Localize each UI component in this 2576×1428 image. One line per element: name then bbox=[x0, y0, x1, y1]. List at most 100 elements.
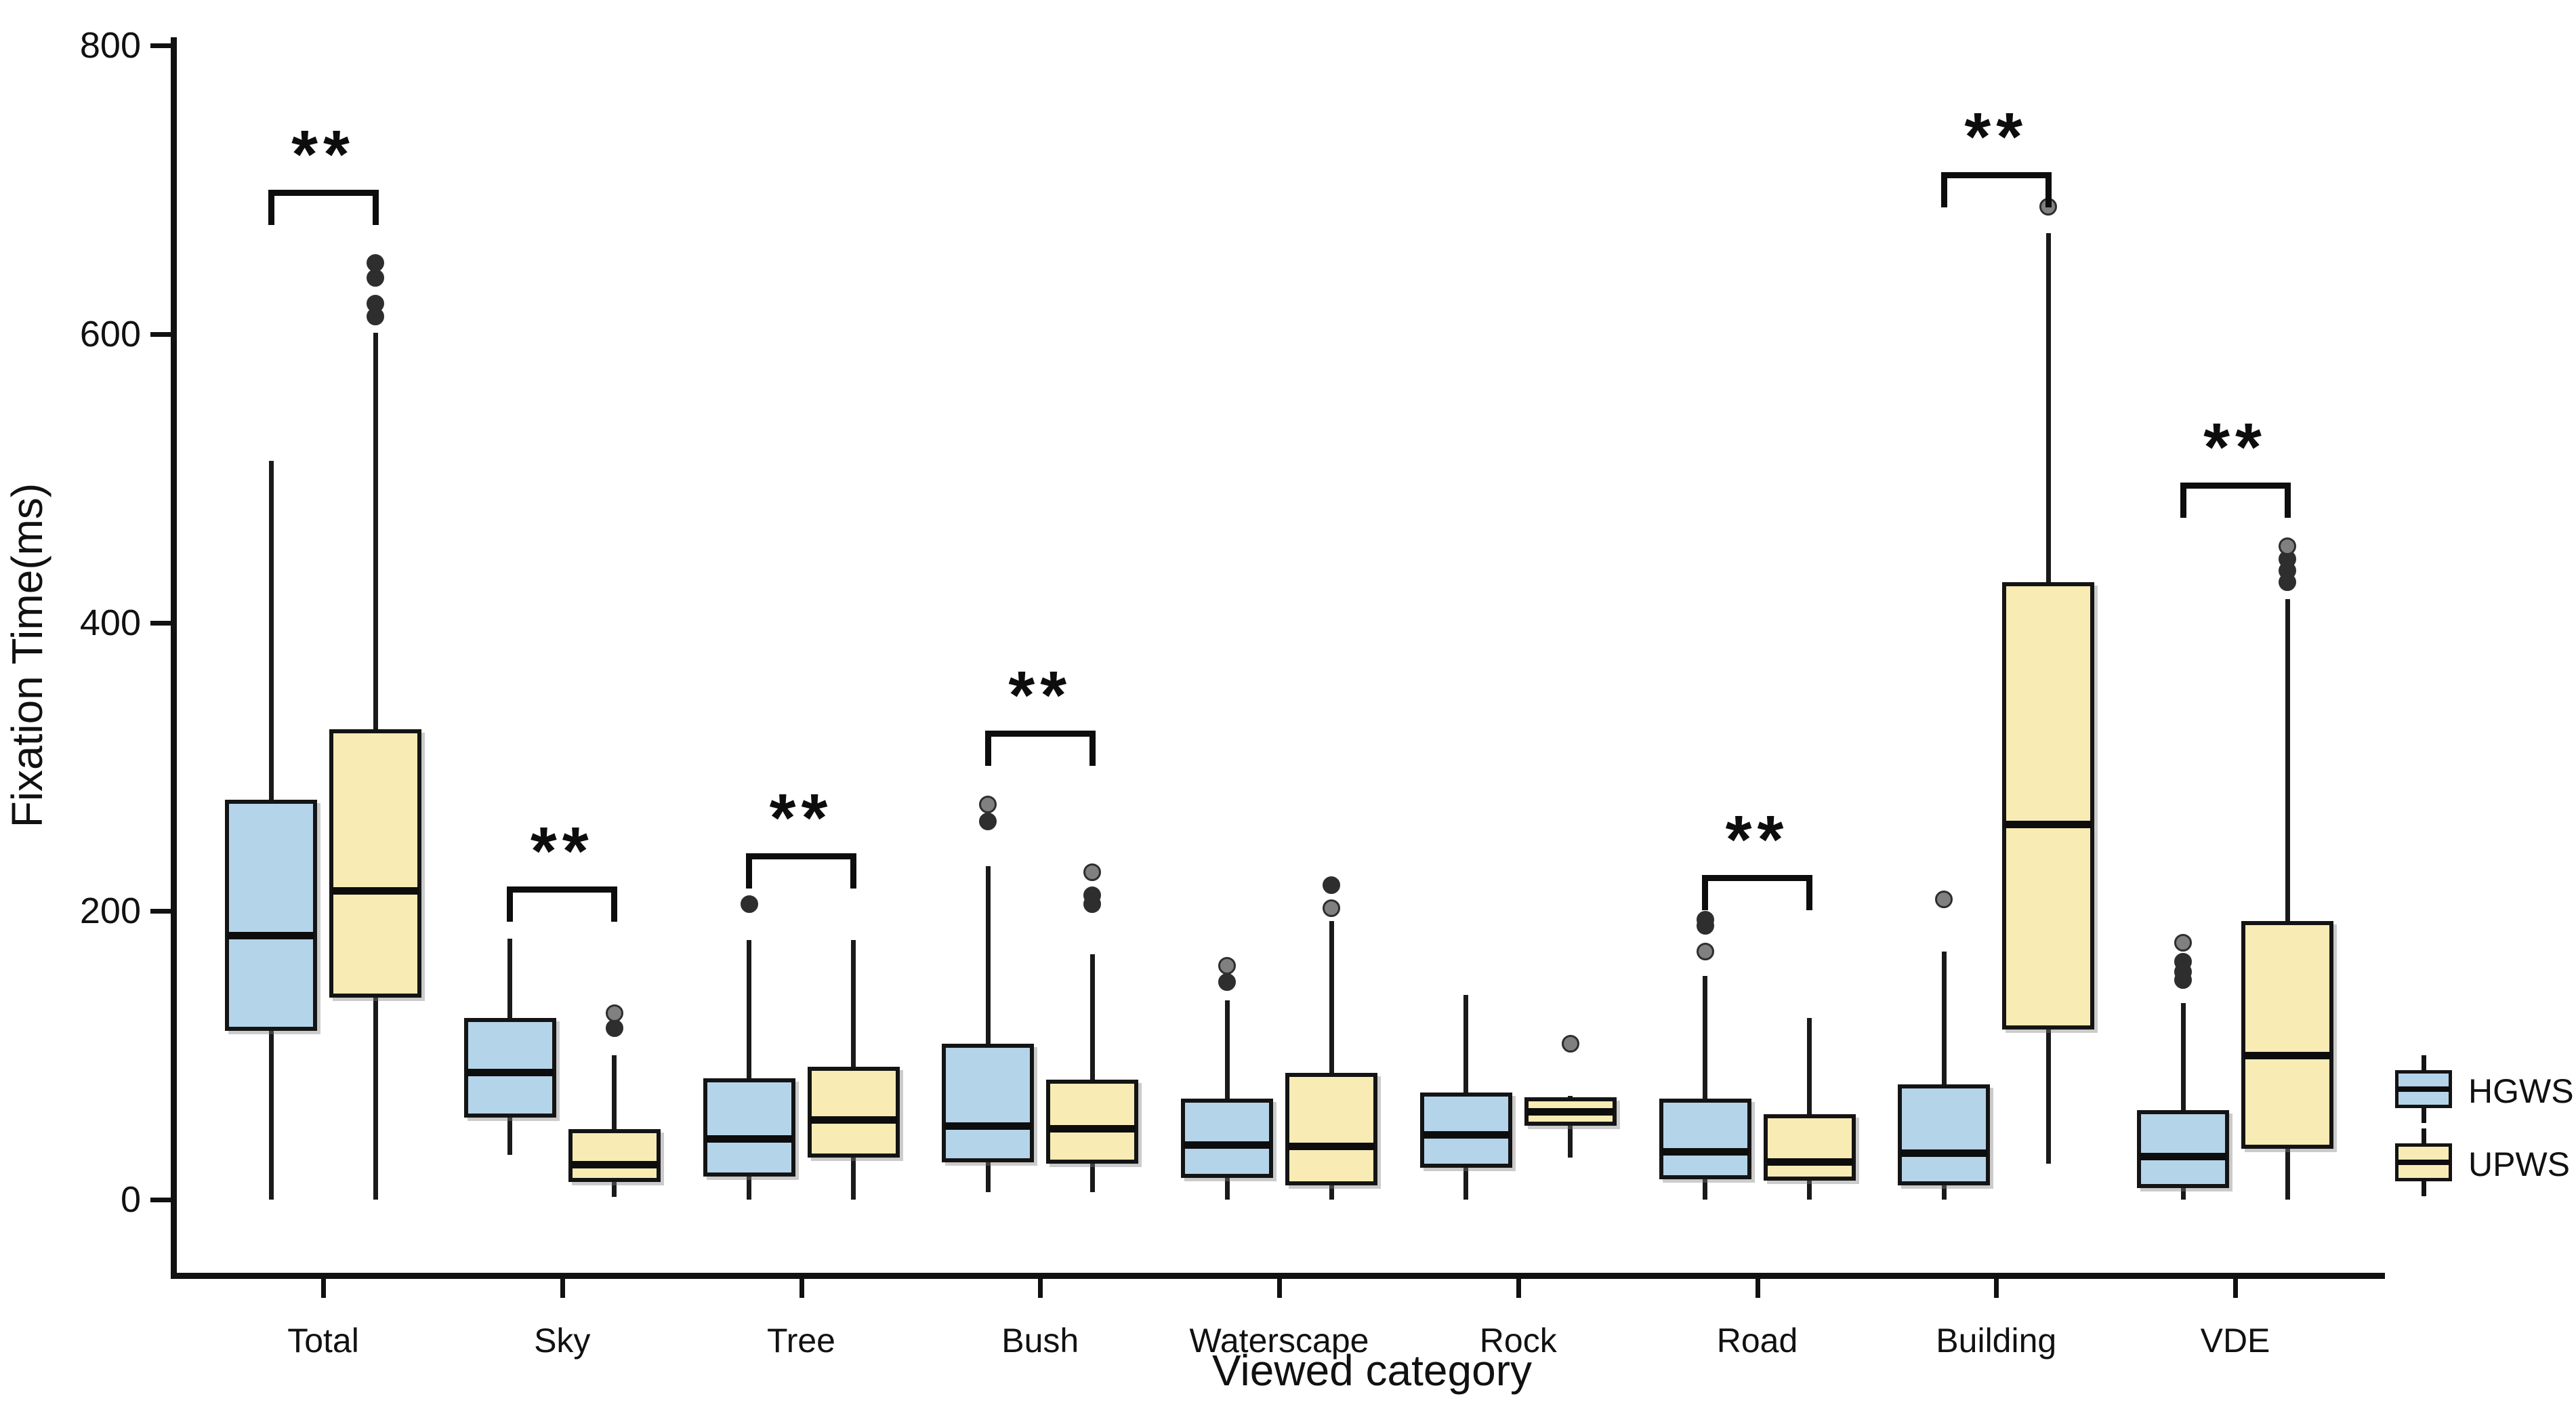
y-tick-label-0: 0 bbox=[120, 1179, 141, 1220]
median-hgws-total bbox=[228, 931, 314, 939]
legend-label-hgws: HGWS bbox=[2468, 1072, 2574, 1110]
legend-label-upws: UPWS bbox=[2468, 1145, 2570, 1183]
y-tick-label-800: 800 bbox=[79, 25, 141, 66]
y-axis-line bbox=[171, 37, 177, 1279]
median-upws-rock bbox=[1526, 1107, 1614, 1116]
sig-bracket-foot-right-sky bbox=[611, 886, 618, 922]
sig-bracket-foot-right-vde bbox=[2284, 483, 2291, 518]
x-tick-rock bbox=[1516, 1279, 1521, 1298]
box-hgws-tree bbox=[703, 1078, 795, 1177]
sig-stars-sky: ** bbox=[530, 813, 594, 890]
whisker-upws-rock bbox=[1568, 1095, 1573, 1158]
outlier-upws-vde-3 bbox=[2279, 537, 2296, 555]
outlier-upws-waterscape-0 bbox=[1323, 899, 1340, 917]
box-upws-total bbox=[329, 729, 421, 998]
x-axis-label: Viewed category bbox=[1212, 1346, 1532, 1395]
outlier-upws-bush-1 bbox=[1083, 886, 1102, 904]
outlier-upws-sky-1 bbox=[605, 1004, 623, 1023]
median-upws-sky bbox=[570, 1161, 658, 1169]
sig-bracket-foot-right-total bbox=[372, 189, 379, 225]
box-upws-vde bbox=[2241, 921, 2333, 1149]
y-tick-0 bbox=[150, 1198, 171, 1202]
box-hgws-road bbox=[1659, 1098, 1751, 1180]
median-upws-building bbox=[2005, 821, 2092, 829]
whisker-upws-road bbox=[1807, 1017, 1812, 1200]
box-hgws-vde bbox=[2137, 1110, 2229, 1188]
sig-stars-tree: ** bbox=[769, 780, 833, 857]
box-upws-sky bbox=[568, 1128, 661, 1183]
y-tick-200 bbox=[150, 909, 171, 914]
x-tick-sky bbox=[560, 1279, 565, 1298]
legend: HGWS UPWS bbox=[2382, 1054, 2576, 1200]
y-axis-label: Fixation Time(ms) bbox=[3, 483, 51, 828]
box-hgws-bush bbox=[942, 1044, 1035, 1162]
y-tick-800 bbox=[150, 43, 171, 48]
outlier-upws-total-1 bbox=[367, 295, 384, 313]
legend-median-icon bbox=[2397, 1086, 2450, 1092]
outlier-hgws-waterscape-1 bbox=[1218, 957, 1236, 975]
sig-bracket-bar-total bbox=[268, 189, 379, 196]
y-tick-label-400: 400 bbox=[79, 602, 141, 643]
box-hgws-waterscape bbox=[1181, 1098, 1273, 1179]
median-upws-vde bbox=[2244, 1051, 2331, 1059]
whisker-hgws-tree bbox=[747, 939, 751, 1200]
median-hgws-sky bbox=[466, 1069, 554, 1077]
legend-glyph-hgws-boxplot-icon bbox=[2390, 1054, 2457, 1124]
sig-bracket-foot-right-road bbox=[1806, 875, 1812, 911]
box-upws-waterscape bbox=[1285, 1072, 1377, 1185]
y-tick-400 bbox=[150, 620, 171, 626]
x-tick-label-tree: Tree bbox=[767, 1322, 835, 1360]
sig-bracket-foot-right-bush bbox=[1089, 731, 1096, 767]
x-tick-label-road: Road bbox=[1716, 1322, 1798, 1360]
median-hgws-rock bbox=[1422, 1130, 1510, 1139]
box-upws-bush bbox=[1046, 1080, 1139, 1164]
median-upws-total bbox=[332, 886, 419, 895]
median-upws-tree bbox=[810, 1116, 897, 1124]
x-tick-label-rock: Rock bbox=[1479, 1322, 1557, 1360]
sig-stars-building: ** bbox=[1964, 99, 2029, 176]
sig-bracket-foot-left-road bbox=[1702, 875, 1708, 911]
x-tick-vde bbox=[2233, 1279, 2238, 1298]
y-tick-label-600: 600 bbox=[79, 313, 141, 354]
median-upws-waterscape bbox=[1288, 1142, 1375, 1150]
sig-stars-total: ** bbox=[291, 116, 355, 192]
outlier-upws-total-3 bbox=[367, 254, 384, 272]
outlier-hgws-waterscape-0 bbox=[1218, 973, 1236, 991]
median-hgws-building bbox=[1900, 1149, 1988, 1158]
sig-bracket-bar-tree bbox=[746, 853, 856, 860]
outlier-hgws-bush-0 bbox=[979, 813, 997, 831]
x-tick-label-bush: Bush bbox=[1001, 1322, 1079, 1360]
outlier-upws-waterscape-1 bbox=[1323, 876, 1340, 894]
outlier-hgws-road-0 bbox=[1696, 942, 1714, 960]
sig-bracket-bar-bush bbox=[984, 731, 1096, 737]
box-upws-road bbox=[1763, 1114, 1856, 1181]
legend-item-hgws: HGWS bbox=[2382, 1054, 2576, 1127]
outlier-upws-rock-0 bbox=[1561, 1035, 1579, 1053]
box-hgws-sky bbox=[463, 1017, 556, 1118]
whisker-hgws-vde bbox=[2180, 1003, 2186, 1200]
sig-bracket-foot-left-building bbox=[1940, 172, 1947, 208]
x-tick-label-sky: Sky bbox=[534, 1322, 591, 1360]
whisker-hgws-building bbox=[1941, 951, 1947, 1200]
box-hgws-building bbox=[1898, 1084, 1991, 1185]
median-hgws-tree bbox=[705, 1135, 793, 1143]
x-tick-label-building: Building bbox=[1936, 1322, 2057, 1360]
outlier-hgws-tree-0 bbox=[740, 895, 758, 913]
x-tick-label-vde: VDE bbox=[2200, 1322, 2270, 1360]
outlier-hgws-bush-1 bbox=[979, 795, 997, 813]
sig-bracket-foot-left-sky bbox=[507, 886, 514, 922]
legend-glyph-upws-boxplot-icon bbox=[2390, 1127, 2457, 1198]
legend-item-upws: UPWS bbox=[2382, 1127, 2576, 1200]
sig-bracket-foot-left-total bbox=[268, 189, 274, 225]
whisker-upws-vde bbox=[2285, 599, 2290, 1200]
box-upws-building bbox=[2002, 582, 2095, 1029]
sig-bracket-foot-left-tree bbox=[746, 853, 752, 889]
sig-bracket-bar-road bbox=[1702, 875, 1812, 882]
y-tick-600 bbox=[150, 331, 171, 337]
sig-stars-vde: ** bbox=[2203, 409, 2267, 485]
median-hgws-bush bbox=[944, 1122, 1032, 1130]
x-tick-road bbox=[1755, 1279, 1760, 1298]
outlier-hgws-building-0 bbox=[1935, 891, 1953, 909]
box-upws-tree bbox=[807, 1067, 900, 1158]
whisker-hgws-road bbox=[1703, 976, 1707, 1200]
